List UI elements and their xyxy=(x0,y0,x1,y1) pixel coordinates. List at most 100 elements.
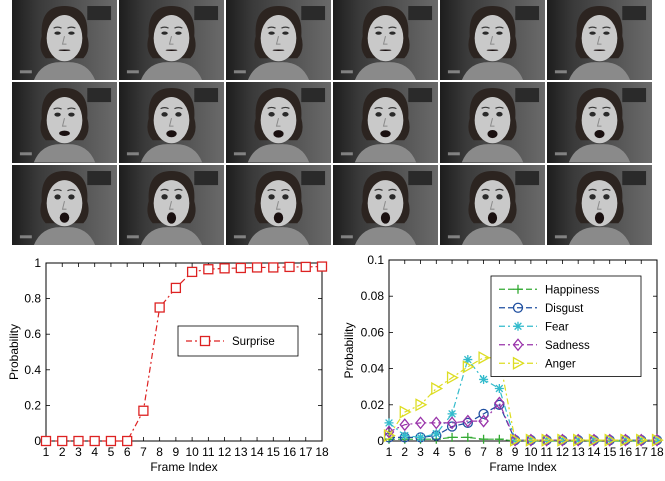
x-tick-label: 8 xyxy=(156,445,163,459)
face-frame-15 xyxy=(226,164,331,245)
face-icon xyxy=(447,88,540,163)
data-point-disgust xyxy=(478,408,489,420)
face-icon xyxy=(554,170,647,245)
y-tick-label: 0 xyxy=(377,434,384,448)
data-point-surprise xyxy=(251,262,263,273)
y-tick-label: 0.6 xyxy=(24,327,41,341)
x-axis-label: Frame Index xyxy=(150,460,217,474)
x-tick-label: 17 xyxy=(635,445,649,459)
data-point-fear xyxy=(384,418,394,428)
y-axis-label: Probability xyxy=(342,322,356,378)
legend-box xyxy=(177,325,299,357)
y-tick-label: 0.4 xyxy=(24,363,41,377)
data-point-anger xyxy=(541,433,554,447)
data-point-anger xyxy=(478,351,491,365)
data-point-surprise xyxy=(316,261,328,272)
x-tick-label: 13 xyxy=(234,445,248,459)
legend-label-happiness: Happiness xyxy=(545,284,600,296)
data-point-fear xyxy=(447,409,457,419)
face-icon xyxy=(233,6,326,81)
data-point-sadness xyxy=(478,414,489,428)
data-point-happiness xyxy=(447,432,457,442)
x-tick-label: 3 xyxy=(417,445,424,459)
face-frame-9 xyxy=(226,82,331,163)
data-point-surprise xyxy=(138,405,149,416)
data-point-anger xyxy=(557,433,570,447)
face-icon xyxy=(126,6,219,81)
legend-marker-anger xyxy=(512,356,525,370)
x-axis-label: Frame Index xyxy=(489,460,556,474)
data-point-anger xyxy=(399,405,412,419)
x-tick-label: 6 xyxy=(124,445,131,459)
face-frame-18 xyxy=(547,164,652,245)
x-tick-label: 2 xyxy=(401,445,408,459)
x-tick-label: 15 xyxy=(603,445,617,459)
x-tick-label: 1 xyxy=(43,445,50,459)
surprise-probability-chart: 1 2 3 4 5 6 7 8 9 10 11 12 13 14 15 16 17 1800.20.40.60.8… xyxy=(7,256,329,474)
legend-marker-surprise xyxy=(199,335,211,347)
face-icon xyxy=(554,6,647,81)
face-frame-17 xyxy=(440,164,545,245)
x-tick-label: 11 xyxy=(202,445,215,459)
face-frame-2 xyxy=(119,0,224,81)
y-tick-label: 0.04 xyxy=(361,362,385,376)
charts-area: 1 2 3 4 5 6 7 8 9 10 11 12 13 14 15 16 17 1800.20.40.60.8… xyxy=(7,253,664,474)
x-tick-label: 13 xyxy=(571,445,585,459)
x-tick-label: 8 xyxy=(496,445,503,459)
x-tick-label: 3 xyxy=(75,445,82,459)
x-tick-label: 16 xyxy=(283,445,297,459)
data-point-sadness xyxy=(430,416,442,430)
x-tick-label: 14 xyxy=(587,445,601,459)
legend-label-surprise: Surprise xyxy=(232,336,275,348)
data-point-sadness xyxy=(446,416,458,430)
data-point-anger xyxy=(573,433,586,447)
face-icon xyxy=(126,170,219,245)
data-point-anger xyxy=(446,371,459,385)
face-frame-12 xyxy=(547,82,652,163)
data-point-surprise xyxy=(300,261,311,273)
x-tick-label: 5 xyxy=(449,445,456,459)
series-line-sadness xyxy=(388,401,657,441)
data-point-sadness xyxy=(462,414,474,428)
face-icon xyxy=(340,6,433,81)
data-point-happiness xyxy=(494,434,504,444)
data-point-fear xyxy=(463,355,473,365)
y-tick-label: 0.02 xyxy=(361,398,385,412)
data-point-anger xyxy=(651,433,664,447)
face-frame-10 xyxy=(333,82,438,163)
y-tick-label: 0.2 xyxy=(24,398,41,412)
x-tick-label: 4 xyxy=(91,445,98,459)
x-tick-label: 6 xyxy=(464,445,471,459)
y-tick-label: 0.8 xyxy=(24,292,41,306)
face-frame-4 xyxy=(333,0,438,81)
data-point-anger xyxy=(509,433,522,447)
y-tick-label: 0 xyxy=(34,434,41,448)
legend-label-fear: Fear xyxy=(545,321,569,333)
y-tick-label: 1 xyxy=(34,256,41,270)
face-frame-16 xyxy=(333,164,438,245)
data-point-anger xyxy=(636,433,649,447)
data-point-happiness xyxy=(479,434,489,444)
data-point-anger xyxy=(604,433,617,447)
data-point-surprise xyxy=(268,262,279,273)
other-emotions-probability-chart: 1 2 3 4 5 6 7 8 9 10 11 12 13 14 15 16 17 1800.020.040.06… xyxy=(342,253,664,474)
data-point-anger xyxy=(620,433,633,447)
data-point-surprise xyxy=(105,435,117,447)
data-point-surprise xyxy=(89,435,100,447)
data-point-anger xyxy=(415,398,428,412)
face-icon xyxy=(447,170,540,245)
x-tick-label: 14 xyxy=(250,445,264,459)
data-point-surprise xyxy=(40,435,52,447)
legend-label-disgust: Disgust xyxy=(545,303,584,315)
x-tick-label: 7 xyxy=(480,445,487,459)
face-frame-8 xyxy=(119,82,224,163)
face-frame-1 xyxy=(12,0,117,81)
x-tick-label: 7 xyxy=(140,445,147,459)
face-icon xyxy=(19,6,112,81)
x-tick-label: 17 xyxy=(299,445,313,459)
data-point-fear xyxy=(573,435,583,445)
data-point-anger xyxy=(525,433,538,447)
face-icon xyxy=(340,88,433,163)
data-point-fear xyxy=(431,429,441,439)
face-frame-13 xyxy=(12,164,117,245)
